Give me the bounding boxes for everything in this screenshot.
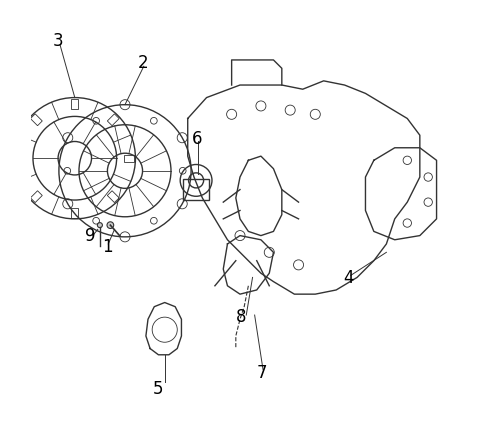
Text: 2: 2: [138, 54, 148, 72]
Circle shape: [107, 222, 114, 229]
Circle shape: [97, 223, 102, 228]
Text: 3: 3: [53, 32, 63, 50]
Text: 5: 5: [153, 381, 164, 399]
Text: 9: 9: [85, 226, 96, 245]
Text: 8: 8: [236, 308, 247, 326]
Text: 1: 1: [102, 238, 113, 256]
Text: 7: 7: [256, 364, 267, 382]
Text: 6: 6: [192, 130, 203, 148]
Text: 4: 4: [344, 269, 354, 287]
